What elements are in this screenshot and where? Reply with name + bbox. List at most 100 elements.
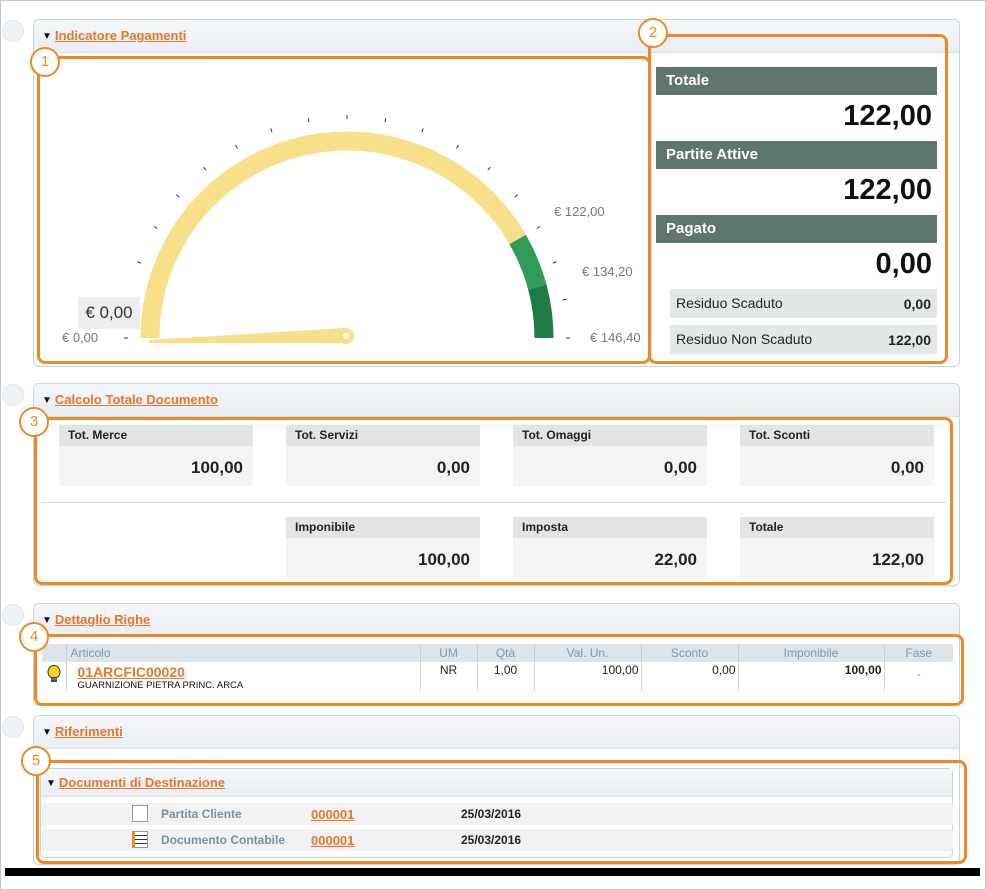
tot-sconti-box: Tot. Sconti 0,00 bbox=[740, 425, 934, 486]
cell-fase[interactable]: - bbox=[916, 667, 921, 681]
tot-omaggi-label: Tot. Omaggi bbox=[513, 425, 707, 446]
gauge-tick bbox=[514, 194, 519, 198]
residuo-non-scaduto-value: 122,00 bbox=[888, 332, 931, 348]
gauge-pivot-center bbox=[343, 333, 349, 339]
gauge-tick bbox=[137, 261, 142, 264]
section-title-riferimenti[interactable]: ▼ Riferimenti bbox=[42, 724, 123, 739]
gauge-tick bbox=[307, 118, 310, 123]
gauge-tick bbox=[536, 226, 541, 229]
tot-sconti-label: Tot. Sconti bbox=[740, 425, 934, 446]
section-title-destinazione[interactable]: ▼ Documenti di Destinazione bbox=[46, 775, 226, 790]
totale-box: Totale 122,00 bbox=[740, 517, 934, 578]
column-header[interactable]: Sconto bbox=[641, 644, 739, 662]
tot-sconti-value: 0,00 bbox=[740, 446, 934, 486]
column-header[interactable]: Imponibile bbox=[738, 644, 885, 662]
imponibile-box: Imponibile 100,00 bbox=[286, 517, 480, 578]
cell-imponibile: 100,00 bbox=[738, 662, 885, 691]
gauge-needle bbox=[149, 328, 345, 343]
gauge-tick bbox=[487, 166, 491, 171]
doc-code-link[interactable]: 000001 bbox=[311, 807, 355, 822]
imposta-value: 22,00 bbox=[513, 538, 707, 578]
subpanel-documenti-destinazione: ▼ Documenti di Destinazione bbox=[40, 768, 953, 858]
gauge-tick bbox=[384, 118, 387, 123]
collapse-triangle-icon[interactable]: ▼ bbox=[42, 31, 52, 42]
gauge-current-value: € 0,00 bbox=[78, 297, 140, 329]
imponibile-value: 100,00 bbox=[286, 538, 480, 578]
table-header-row: Articolo UM Qtà Val. Un. Sconto Imponibi… bbox=[42, 644, 953, 662]
tot-omaggi-value: 0,00 bbox=[513, 446, 707, 486]
collapse-triangle-icon[interactable]: ▼ bbox=[42, 395, 52, 406]
cell-sconto: 0,00 bbox=[641, 662, 739, 691]
divider bbox=[42, 502, 947, 503]
imponibile-label: Imponibile bbox=[286, 517, 480, 538]
cell-val-un: 100,00 bbox=[534, 662, 642, 691]
article-code-link[interactable]: 01ARCFIC00020 bbox=[77, 664, 185, 680]
tot-merce-label: Tot. Merce bbox=[59, 425, 253, 446]
gauge-band-overdue bbox=[528, 284, 554, 339]
doc-date: 25/03/2016 bbox=[461, 833, 522, 847]
gauge-ticks bbox=[124, 115, 570, 339]
column-header[interactable]: Qtà bbox=[477, 644, 535, 662]
collapse-triangle-icon[interactable]: ▼ bbox=[46, 778, 56, 789]
summary-residuo-non-scaduto: Residuo Non Scaduto 122,00 bbox=[670, 325, 937, 354]
destination-row[interactable]: Documento Contabile 000001 25/03/2016 bbox=[42, 829, 953, 851]
doc-code-link[interactable]: 000001 bbox=[311, 833, 355, 848]
section-title-calcolo[interactable]: ▼ Calcolo Totale Documento bbox=[42, 392, 218, 407]
tot-merce-box: Tot. Merce 100,00 bbox=[59, 425, 253, 486]
gauge-tick-label: € 146,40 bbox=[590, 330, 641, 345]
column-header[interactable]: Articolo bbox=[66, 644, 421, 662]
subpanel-header: ▼ Documenti di Destinazione bbox=[41, 769, 952, 797]
panel-header: ▼ Riferimenti bbox=[34, 716, 959, 749]
cell-um: NR bbox=[420, 662, 478, 691]
article-description: GUARNIZIONE PIETRA PRINC. ARCA bbox=[77, 680, 244, 691]
imposta-box: Imposta 22,00 bbox=[513, 517, 707, 578]
gauge-tick bbox=[235, 144, 238, 149]
gauge-tick bbox=[421, 128, 424, 133]
summary-partite-header: Partite Attive bbox=[656, 141, 937, 169]
summary-totale-value: 122,00 bbox=[843, 100, 932, 132]
gauge-tick bbox=[203, 166, 207, 171]
tot-merce-value: 100,00 bbox=[59, 446, 253, 486]
gauge-tick bbox=[552, 261, 557, 264]
table-row[interactable]: 01ARCFIC00020 GUARNIZIONE PIETRA PRINC. … bbox=[42, 662, 953, 691]
header-icon-col bbox=[42, 644, 67, 662]
tot-servizi-box: Tot. Servizi 0,00 bbox=[286, 425, 480, 486]
doc-label: Partita Cliente bbox=[161, 807, 242, 821]
summary-pagato-header: Pagato bbox=[656, 215, 937, 243]
residuo-scaduto-value: 0,00 bbox=[903, 296, 931, 312]
callout-marker: 4 bbox=[19, 622, 49, 652]
gauge-tick bbox=[153, 226, 158, 229]
panel-marker-icon bbox=[2, 384, 24, 406]
collapse-triangle-icon[interactable]: ▼ bbox=[42, 615, 52, 626]
gauge-tick bbox=[456, 144, 459, 149]
cell-qta: 1,00 bbox=[477, 662, 535, 691]
gauge-min-label: € 0,00 bbox=[62, 330, 99, 345]
callout-marker: 2 bbox=[638, 18, 668, 48]
callout-marker: 1 bbox=[30, 47, 60, 77]
panel-marker-icon bbox=[2, 716, 24, 738]
section-title-pagamenti[interactable]: ▼ Indicatore Pagamenti bbox=[42, 28, 187, 43]
lightbulb-icon[interactable] bbox=[42, 662, 67, 691]
column-header[interactable]: Val. Un. bbox=[534, 644, 642, 662]
gauge-band-warning bbox=[509, 234, 547, 290]
gauge-tick bbox=[175, 194, 180, 198]
imposta-label: Imposta bbox=[513, 517, 707, 538]
callout-marker: 5 bbox=[21, 746, 51, 776]
bottom-bar bbox=[5, 868, 980, 876]
destination-row[interactable]: Partita Cliente 000001 25/03/2016 bbox=[42, 803, 953, 825]
section-title-dettaglio[interactable]: ▼ Dettaglio Righe bbox=[42, 612, 151, 627]
panel-marker-icon bbox=[2, 20, 24, 42]
document-list-icon bbox=[132, 831, 148, 848]
gauge-tick-label: € 122,00 bbox=[554, 204, 605, 219]
collapse-triangle-icon[interactable]: ▼ bbox=[42, 727, 52, 738]
column-header[interactable]: UM bbox=[420, 644, 478, 662]
summary-totale-header: Totale bbox=[656, 67, 937, 95]
gauge-band-paid-range bbox=[140, 131, 526, 339]
summary-pagato-value: 0,00 bbox=[875, 248, 932, 280]
payment-gauge: € 0,00 € 0,00 € 122,00 € 134,20 € 146,40 bbox=[42, 60, 646, 360]
doc-date: 25/03/2016 bbox=[461, 807, 522, 821]
summary-residuo-scaduto: Residuo Scaduto 0,00 bbox=[670, 289, 937, 318]
panel-header: ▼ Dettaglio Righe bbox=[34, 604, 959, 637]
panel-header: ▼ Indicatore Pagamenti bbox=[34, 20, 959, 53]
column-header[interactable]: Fase bbox=[884, 644, 953, 662]
